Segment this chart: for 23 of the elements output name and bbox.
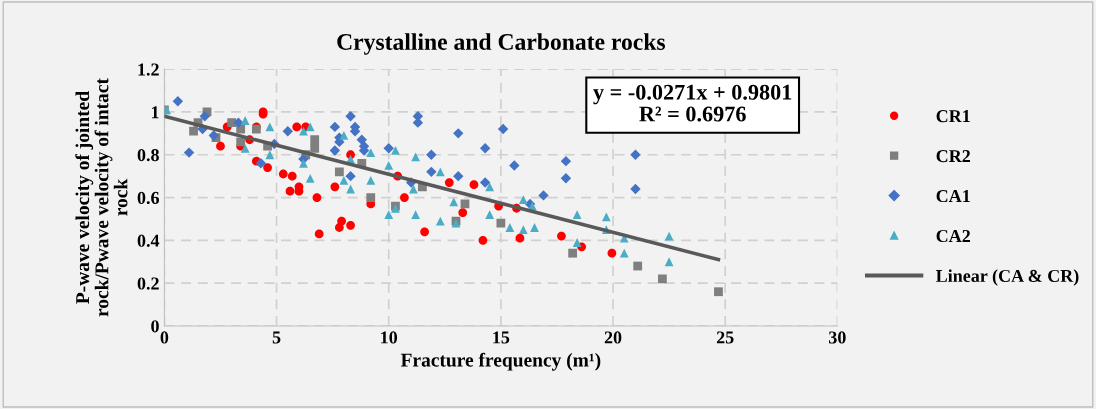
x-tick-label: 5 xyxy=(272,331,281,344)
annotation: y = -0.0271x + 0.9801 R² = 0.6976 xyxy=(593,84,792,122)
y-tick-label: 0.8 xyxy=(137,149,159,162)
x-tick-label: 25 xyxy=(716,331,734,344)
y-tick-label: 1 xyxy=(151,106,159,119)
y-tick-label: 0.2 xyxy=(137,277,159,290)
x-tick-label: 10 xyxy=(381,331,398,344)
y-tick-label: 0.4 xyxy=(137,234,160,247)
y-tick-label: 0.6 xyxy=(137,191,160,205)
legend-label: CR1 xyxy=(936,110,970,123)
legend-label: CA1 xyxy=(936,189,970,203)
x-tick-label: 0 xyxy=(160,331,169,344)
x-tick-label: 15 xyxy=(493,331,510,344)
legend-label: CR2 xyxy=(936,150,970,163)
y-tick-label: 0 xyxy=(151,320,159,333)
y-tick-label: 1.2 xyxy=(138,63,159,76)
x-axis-title: Fracture frequency (m¹) xyxy=(400,352,601,371)
chart-title: Crystalline and Carbonate rocks xyxy=(337,33,666,55)
legend-label: CA2 xyxy=(936,229,970,243)
y-axis-title: P-wave velocity of jointed rock/Pwave velocity of intact rock xyxy=(75,78,128,317)
x-tick-label: 30 xyxy=(829,331,846,344)
legend-label: Linear (CA & CR) xyxy=(935,269,1079,286)
x-tick-label: 20 xyxy=(604,331,622,344)
